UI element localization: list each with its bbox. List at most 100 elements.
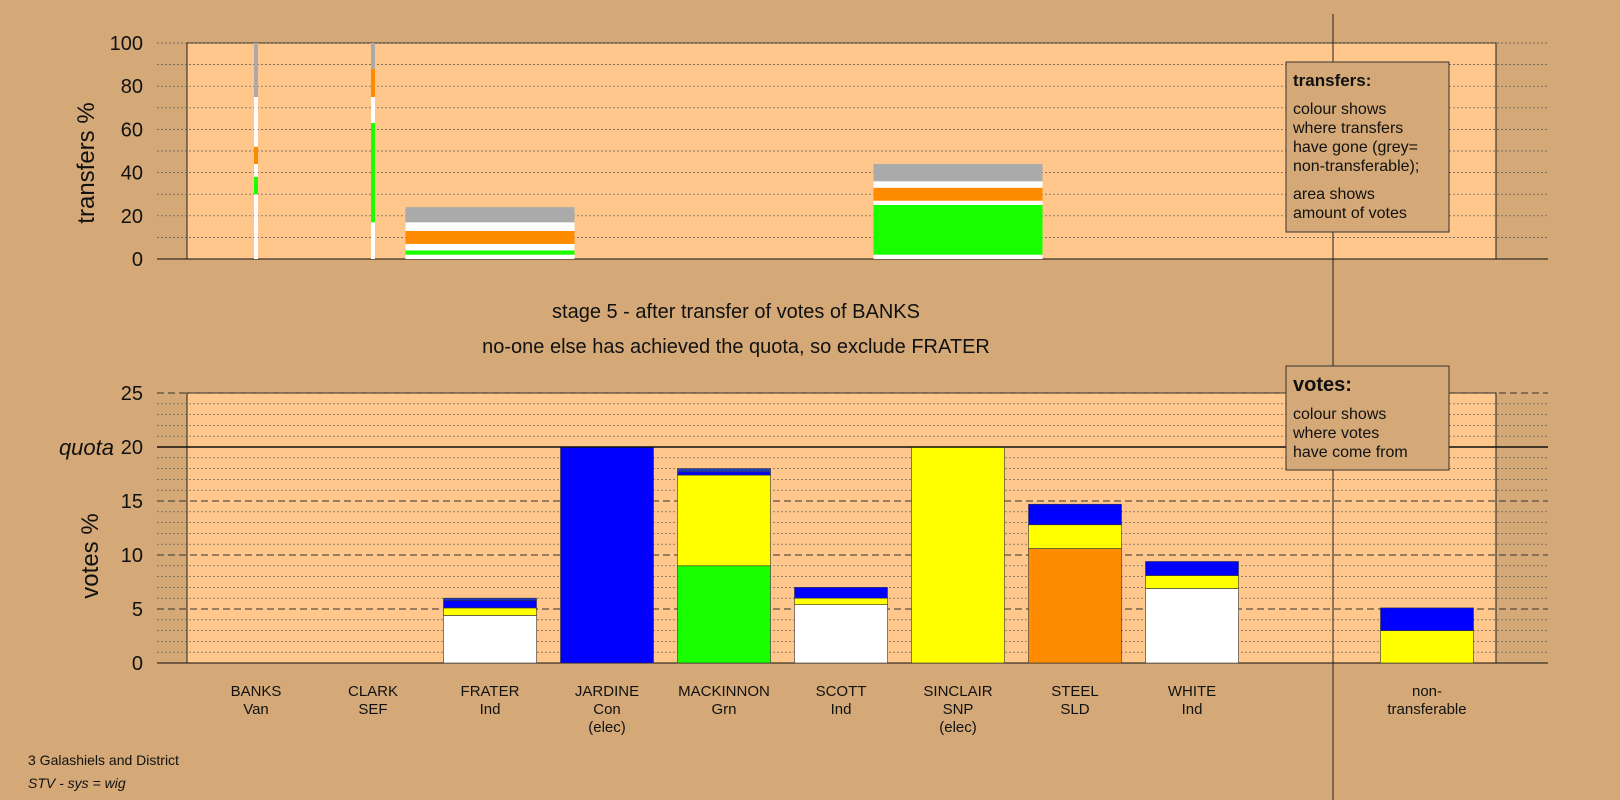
y-tick-label: 60 xyxy=(121,119,143,141)
stage-subtitle: no-one else has achieved the quota, so e… xyxy=(482,336,990,358)
candidate-label: FRATER xyxy=(461,683,520,700)
candidate-label: MACKINNON xyxy=(678,683,770,700)
candidate-label: transferable xyxy=(1387,701,1466,718)
votes-y-ticks: 0 5 10 15 20 25 xyxy=(121,383,143,675)
votes-legend-line: colour shows xyxy=(1293,406,1386,423)
y-tick-label: 5 xyxy=(132,599,143,621)
transfer-segment xyxy=(874,255,1043,259)
candidate-label: Ind xyxy=(480,701,501,718)
candidate-label: Grn xyxy=(711,701,736,718)
y-tick-label: 80 xyxy=(121,76,143,98)
transfers-legend: transfers: colour shows where transfers … xyxy=(1286,62,1449,232)
candidate-label: Ind xyxy=(831,701,852,718)
stage-title: stage 5 - after transfer of votes of BAN… xyxy=(552,301,920,323)
vote-segment xyxy=(1146,588,1239,663)
vote-segment xyxy=(1029,525,1122,549)
candidate-label: Ind xyxy=(1182,701,1203,718)
transfer-segment xyxy=(371,97,375,123)
transfers-legend-title: transfers: xyxy=(1293,71,1371,90)
vote-segment xyxy=(678,469,771,472)
quota-label: quota xyxy=(59,435,114,460)
transfer-segment xyxy=(874,201,1043,205)
vote-segment xyxy=(444,615,537,663)
transfers-legend-line: colour shows xyxy=(1293,101,1386,118)
vote-segment xyxy=(561,447,654,663)
candidate-label: SINCLAIR xyxy=(923,683,992,700)
transfer-segment xyxy=(371,43,375,69)
constituency-label: 3 Galashiels and District xyxy=(28,752,179,768)
y-tick-label: 20 xyxy=(121,437,143,459)
system-label: STV - sys = wig xyxy=(28,775,126,791)
vote-segment xyxy=(795,587,888,598)
votes-legend: votes: colour shows where votes have com… xyxy=(1286,366,1449,470)
transfer-segment xyxy=(874,164,1043,181)
transfer-segment xyxy=(254,177,258,194)
candidate-labels: BANKSVanCLARKSEFFRATERIndJARDINECon(elec… xyxy=(231,683,1467,736)
votes-legend-title: votes: xyxy=(1293,374,1352,396)
votes-y-axis-label: votes % xyxy=(77,513,104,598)
vote-segment xyxy=(1146,576,1239,589)
vote-segment xyxy=(444,600,537,608)
y-tick-label: 20 xyxy=(121,206,143,228)
y-tick-label: 25 xyxy=(121,383,143,405)
transfer-segment xyxy=(406,222,575,231)
vote-segment xyxy=(795,605,888,663)
vote-segment xyxy=(678,472,771,475)
transfers-y-ticks: 0 20 40 60 80 100 xyxy=(110,33,143,271)
vote-segment xyxy=(1381,631,1474,663)
transfers-y-axis-label: transfers % xyxy=(73,102,100,223)
vote-segment xyxy=(795,598,888,604)
transfers-legend-line: non-transferable); xyxy=(1293,158,1419,175)
vote-segment xyxy=(912,447,1005,663)
transfer-segment xyxy=(406,255,575,259)
transfer-segment xyxy=(371,123,375,222)
vote-segment xyxy=(444,608,537,616)
y-tick-label: 15 xyxy=(121,491,143,513)
vote-segment xyxy=(1381,608,1474,631)
transfer-segment xyxy=(874,181,1043,187)
candidate-label: non- xyxy=(1412,683,1442,700)
transfers-legend-line: where transfers xyxy=(1292,120,1403,137)
y-tick-label: 0 xyxy=(132,249,143,271)
candidate-label: JARDINE xyxy=(575,683,639,700)
vote-segment xyxy=(1029,504,1122,525)
candidate-label: Con xyxy=(593,701,621,718)
candidate-label: STEEL xyxy=(1051,683,1099,700)
candidate-label: SLD xyxy=(1060,701,1089,718)
transfer-segment xyxy=(254,147,258,164)
transfer-segment xyxy=(254,43,258,97)
transfers-legend-line: area shows xyxy=(1293,186,1375,203)
votes-legend-line: where votes xyxy=(1292,425,1379,442)
transfer-segment xyxy=(406,207,575,222)
vote-segment xyxy=(1146,561,1239,575)
y-tick-label: 10 xyxy=(121,545,143,567)
vote-segment xyxy=(1029,549,1122,663)
y-tick-label: 40 xyxy=(121,163,143,185)
transfer-segment xyxy=(254,194,258,259)
transfer-segment xyxy=(371,222,375,259)
candidate-label: SNP xyxy=(943,701,974,718)
transfer-segment xyxy=(874,205,1043,255)
transfer-segment xyxy=(406,250,575,254)
y-tick-label: 100 xyxy=(110,33,143,55)
transfer-segment xyxy=(874,188,1043,201)
candidate-label: WHITE xyxy=(1168,683,1216,700)
transfer-segment xyxy=(254,164,258,177)
transfer-segment xyxy=(254,97,258,147)
y-tick-label: 0 xyxy=(132,653,143,675)
transfers-legend-line: have gone (grey= xyxy=(1293,139,1418,156)
candidate-label: CLARK xyxy=(348,683,398,700)
votes-legend-line: have come from xyxy=(1293,444,1408,461)
candidate-label: (elec) xyxy=(588,719,626,736)
transfers-legend-line: amount of votes xyxy=(1293,205,1407,222)
transfer-segment xyxy=(371,69,375,97)
vote-segment xyxy=(678,566,771,663)
candidate-label: SCOTT xyxy=(816,683,867,700)
candidate-label: SEF xyxy=(358,701,387,718)
transfer-segment xyxy=(406,244,575,250)
candidate-label: BANKS xyxy=(231,683,282,700)
vote-segment xyxy=(444,598,537,600)
candidate-label: (elec) xyxy=(939,719,977,736)
transfer-segment xyxy=(406,231,575,244)
candidate-label: Van xyxy=(243,701,269,718)
